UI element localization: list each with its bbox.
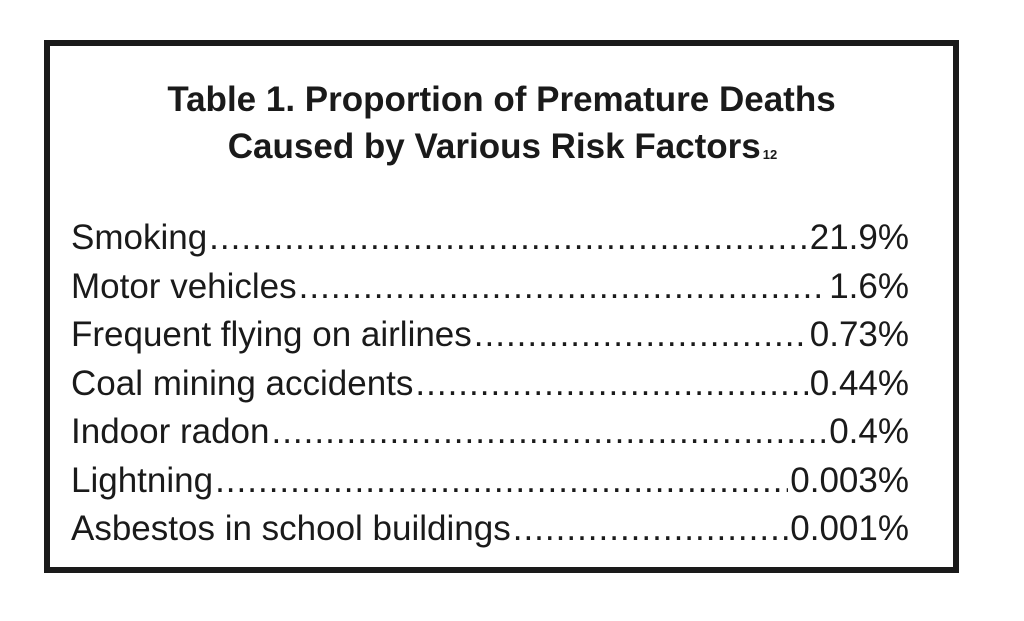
dot-leader [474,315,808,355]
dot-leader [513,509,789,549]
risk-factor-list: Smoking 21.9% Motor vehicles 1.6% Freque… [71,218,909,558]
title-footnote: 12 [762,147,778,162]
risk-factor-label: Coal mining accidents [71,363,414,403]
risk-factor-label: Asbestos in school buildings [71,509,511,548]
risk-factor-value: 0.003% [790,460,909,500]
risk-factor-label: Lightning [71,460,214,500]
risk-factor-label: Smoking [71,218,208,257]
risk-factor-value: 21.9% [809,218,909,257]
list-item: Motor vehicles 1.6% [71,267,909,316]
risk-factor-value: 0.44% [809,363,909,403]
title-line-2-text: Caused by Various Risk Factors [227,127,761,166]
list-item: Coal mining accidents 0.44% [71,364,909,413]
risk-factor-value: 1.6% [829,266,909,306]
list-item: Lightning 0.003% [71,461,909,510]
risk-factor-value: 0.001% [790,509,909,548]
risk-factor-label: Frequent flying on airlines [71,315,472,354]
risk-factor-label: Motor vehicles [71,266,297,306]
list-item: Asbestos in school buildings 0.001% [71,509,909,558]
table-title: Table 1. Proportion of Premature Deaths … [50,76,953,170]
risk-factor-value: 0.73% [809,315,909,354]
risk-factor-label: Indoor radon [71,412,270,451]
table-frame: Table 1. Proportion of Premature Deaths … [44,40,959,573]
list-item: Smoking 21.9% [71,218,909,267]
list-item: Frequent flying on airlines 0.73% [71,315,909,364]
title-line-2: Caused by Various Risk Factors 12 [50,123,953,170]
dot-leader [209,218,808,258]
title-line-1: Table 1. Proportion of Premature Deaths [167,80,836,119]
dot-leader [299,267,828,307]
dot-leader [215,461,788,501]
risk-factor-value: 0.4% [829,412,909,451]
dot-leader [271,412,827,452]
dot-leader [415,364,807,404]
list-item: Indoor radon 0.4% [71,412,909,461]
